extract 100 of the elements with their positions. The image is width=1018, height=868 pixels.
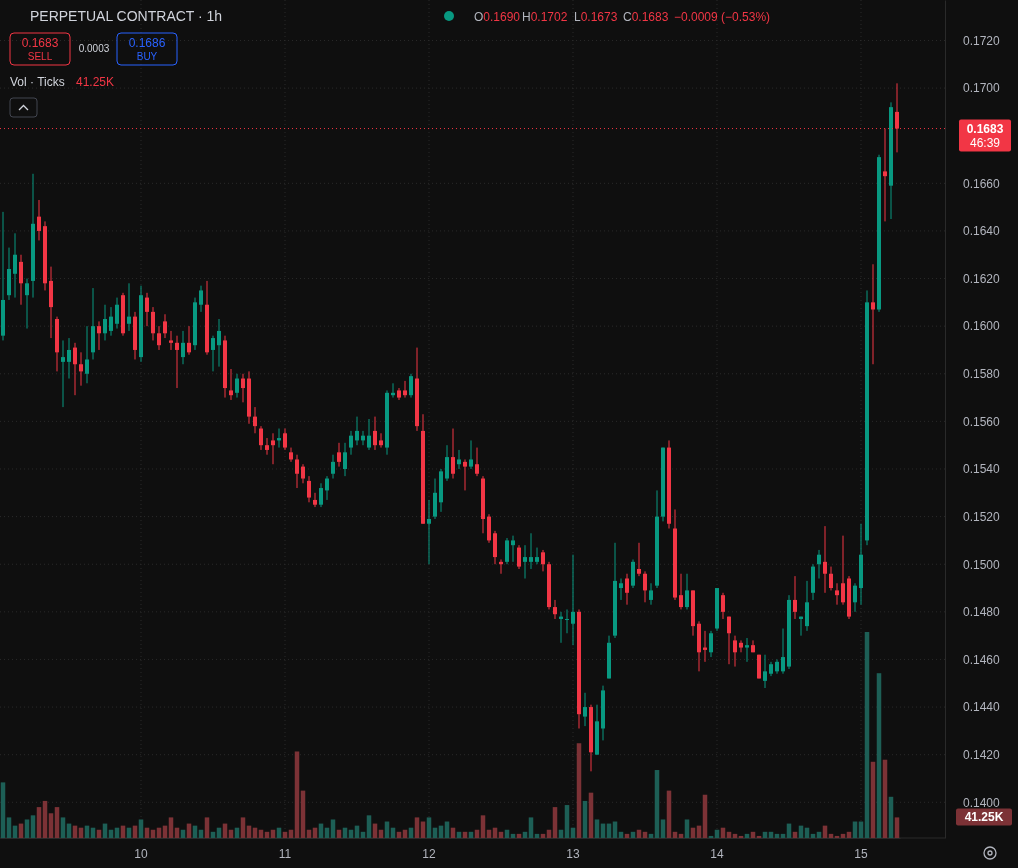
- candlestick: [109, 306, 113, 337]
- candlestick: [73, 342, 77, 396]
- candlestick: [721, 592, 725, 620]
- x-tick-label: 14: [710, 847, 724, 861]
- candlestick: [685, 573, 689, 610]
- candlestick: [289, 447, 293, 463]
- candlestick: [265, 437, 269, 456]
- y-tick-label: 0.1620: [963, 271, 1001, 286]
- candlestick: [829, 566, 833, 591]
- bar: [240, 817, 246, 838]
- candlestick: [157, 325, 161, 351]
- candlestick: [463, 458, 467, 491]
- y-tick-label: 0.1460: [963, 652, 1001, 667]
- candlestick: [217, 318, 221, 368]
- candlestick: [643, 570, 647, 603]
- bar: [684, 819, 690, 838]
- candlestick: [337, 442, 341, 468]
- candlestick: [151, 306, 155, 341]
- candlestick: [169, 330, 173, 351]
- y-tick-label: 0.1720: [963, 33, 1001, 48]
- candlestick: [493, 530, 497, 565]
- y-tick-label: 0.1580: [963, 367, 1001, 382]
- candlestick: [565, 608, 569, 634]
- candlestick: [25, 278, 29, 330]
- candlestick: [523, 544, 527, 580]
- text: 46:39: [969, 135, 1001, 150]
- candlestick: [649, 582, 653, 606]
- bar: [660, 819, 666, 838]
- candlestick: [145, 292, 149, 327]
- candlestick: [103, 304, 107, 341]
- candlestick: [229, 368, 233, 401]
- candlestick: [841, 535, 845, 606]
- bar: [594, 819, 600, 838]
- ref-line-label: 0.1683: [966, 121, 1004, 136]
- candlestick: [805, 580, 809, 632]
- candlestick: [283, 428, 287, 451]
- candlestick: [817, 549, 821, 580]
- y-tick-label: 0.1600: [963, 319, 1001, 334]
- x-tick-label: 12: [422, 847, 436, 861]
- candlestick: [583, 692, 587, 727]
- y-tick-label: 0.1440: [963, 700, 1001, 715]
- candlestick: [451, 428, 455, 480]
- candlestick: [853, 582, 857, 613]
- bar: [24, 819, 30, 838]
- candlestick: [469, 439, 473, 470]
- bar: [0, 782, 6, 838]
- bar: [138, 819, 144, 838]
- candlestick: [823, 525, 827, 594]
- bar: [48, 813, 54, 838]
- candlestick: [403, 380, 407, 399]
- candlestick: [517, 544, 521, 570]
- annotation: H0.1702: [522, 10, 568, 24]
- candlestick: [271, 432, 275, 465]
- bar: [426, 817, 432, 838]
- candlestick: [85, 325, 89, 384]
- candlestick: [373, 416, 377, 451]
- x-tick-label: 11: [278, 847, 292, 861]
- candlestick: [319, 482, 323, 508]
- candlestick: [211, 335, 215, 372]
- candlestick: [367, 418, 371, 451]
- annotation: 0.1686: [128, 36, 166, 50]
- y-tick-label: 0.1540: [963, 462, 1001, 477]
- annotation: Vol · Ticks: [10, 75, 65, 89]
- candlestick: [793, 575, 797, 620]
- y-tick-label: 0.1420: [963, 748, 1001, 763]
- candlestick: [571, 554, 575, 646]
- bar: [204, 817, 210, 838]
- candlestick: [475, 447, 479, 477]
- candlestick: [355, 416, 359, 446]
- candlestick: [67, 337, 71, 380]
- y-tick-label: 0.1700: [963, 81, 1001, 96]
- candlestick: [19, 254, 23, 306]
- bar: [30, 815, 36, 838]
- bar: [414, 817, 420, 838]
- candlestick: [199, 285, 203, 313]
- candlestick: [331, 454, 335, 480]
- candlestick: [739, 639, 743, 653]
- annotation: SELL: [27, 51, 53, 62]
- candlestick: [127, 282, 131, 332]
- bar: [528, 817, 534, 838]
- candlestick: [325, 475, 329, 501]
- candlestick: [307, 475, 311, 503]
- candlestick: [259, 425, 263, 451]
- bar: [366, 815, 372, 838]
- candlestick: [97, 320, 101, 351]
- candlestick: [487, 513, 491, 544]
- x-tick-label: 10: [134, 847, 148, 861]
- candlestick: [343, 442, 347, 477]
- bar: [480, 815, 486, 838]
- y-tick-label: 0.1640: [963, 224, 1001, 239]
- candlestick: [457, 449, 461, 470]
- candlestick: [187, 325, 191, 356]
- candlestick: [637, 542, 641, 577]
- candlestick: [631, 558, 635, 589]
- y-tick-label: 0.1400: [963, 795, 1001, 810]
- candlestick: [37, 199, 41, 241]
- candlestick: [625, 573, 629, 606]
- candlestick: [241, 373, 245, 403]
- candlestick: [379, 432, 383, 449]
- candlestick: [745, 637, 749, 663]
